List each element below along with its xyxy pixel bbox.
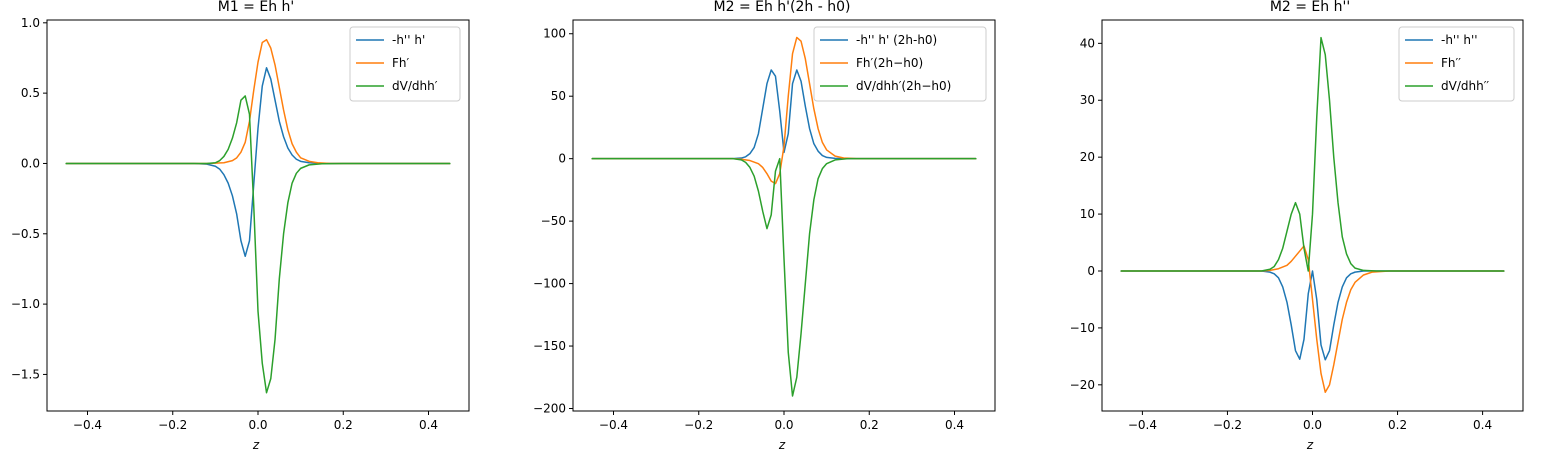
y-tick-label: −10	[1070, 321, 1095, 335]
chart-panel-m2-hpp: M2 = Eh h'' −0.4 −0.2 0.0 0.2 0.4 −20 −10 0 10 20…	[1070, 0, 1524, 450]
series-line-0	[591, 69, 977, 160]
series-line-1	[65, 38, 451, 165]
x-tick-label: −0.2	[684, 418, 713, 432]
y-tick-label: 30	[1080, 93, 1095, 107]
x-tick-label: −0.4	[599, 418, 628, 432]
series-line-0	[1120, 270, 1505, 361]
legend-label: Fh′(2h−h0)	[856, 56, 923, 70]
y-tick-label: 10	[1080, 207, 1095, 221]
legend-label: dV/dhh′(2h−h0)	[856, 79, 951, 93]
y-tick-label: −1.5	[11, 367, 40, 381]
legend-label: -h'' h'	[392, 33, 425, 47]
y-tick-label: 1.0	[21, 16, 40, 30]
series-line-2	[65, 95, 451, 394]
plot-area: −0.4 −0.2 0.0 0.2 0.4 −20 −10 0 10 20 30 40 -h'' h''…	[1070, 19, 1524, 432]
y-tick-label: −50	[541, 214, 566, 228]
x-tick-label: 0.2	[334, 418, 353, 432]
y-tick-label: −1.0	[11, 297, 40, 311]
x-axis-label: z	[252, 438, 260, 450]
x-axis-label: z	[1306, 438, 1314, 450]
legend-box	[349, 26, 461, 102]
x-tick-label: −0.4	[73, 418, 102, 432]
x-tick-label: 0.2	[860, 418, 879, 432]
x-tick-label: 0.0	[248, 418, 267, 432]
chart-title: M1 = Eh h'	[218, 0, 295, 15]
x-tick-label: −0.2	[158, 418, 187, 432]
x-tick-label: 0.0	[1303, 418, 1322, 432]
plot-area: −0.4 −0.2 0.0 0.2 0.4 −1.5 −1.0 −0.5 0.0 0.5 1.0 -h…	[11, 16, 470, 432]
legend-label: dV/dhh′	[392, 79, 438, 93]
x-tick-label: 0.4	[419, 418, 438, 432]
y-tick-label: 0	[558, 152, 566, 166]
y-tick-label: −0.5	[11, 227, 40, 241]
legend: -h'' h'' Fh′′ dV/dhh′′	[1398, 26, 1515, 102]
chart-panel-m1: M1 = Eh h' −0.4 −0.2 0.0 0.2 0.4 −1.5 −1.0 −0.5…	[11, 0, 470, 450]
y-tick-label: −20	[1070, 378, 1095, 392]
y-tick-label: 20	[1080, 150, 1095, 164]
y-tick-label: −200	[533, 402, 566, 416]
y-tick-label: 100	[543, 27, 566, 41]
plot-area: −0.4 −0.2 0.0 0.2 0.4 −200 −150 −100 −50 0 50 100 -h…	[533, 19, 996, 432]
y-tick-label: −150	[533, 339, 566, 353]
x-tick-label: 0.0	[774, 418, 793, 432]
series-line-1	[591, 36, 977, 185]
chart-panel-m2-h0: M2 = Eh h'(2h - h0) −0.4 −0.2 0.0 0.2 0.4 −20…	[533, 0, 996, 450]
legend-label: Fh′′	[1441, 56, 1461, 70]
y-tick-label: 0.5	[21, 86, 40, 100]
x-axis-label: z	[778, 438, 786, 450]
series-line-2	[1120, 36, 1505, 272]
x-tick-label: 0.2	[1388, 418, 1407, 432]
y-tick-label: 40	[1080, 36, 1095, 50]
legend: -h'' h' (2h-h0) Fh′(2h−h0) dV/dhh′(2h−h0)	[813, 26, 987, 102]
series-line-2	[591, 157, 977, 397]
chart-title: M2 = Eh h'(2h - h0)	[714, 0, 851, 15]
legend-label: Fh′	[392, 56, 410, 70]
y-tick-label: 0.0	[21, 156, 40, 170]
legend-box	[813, 26, 987, 102]
chart-title: M2 = Eh h''	[1270, 0, 1350, 15]
x-tick-label: 0.4	[945, 418, 964, 432]
series-line-0	[65, 67, 451, 258]
y-tick-label: 50	[551, 89, 566, 103]
legend: -h'' h' Fh′ dV/dhh′	[349, 26, 461, 102]
series-line-1	[1120, 245, 1505, 393]
x-tick-label: −0.4	[1128, 418, 1157, 432]
y-tick-label: 0	[1087, 264, 1095, 278]
y-tick-label: −100	[533, 277, 566, 291]
legend-label: -h'' h' (2h-h0)	[856, 33, 937, 47]
x-tick-label: 0.4	[1473, 418, 1492, 432]
legend-box	[1398, 26, 1515, 102]
x-tick-label: −0.2	[1213, 418, 1242, 432]
legend-label: dV/dhh′′	[1441, 79, 1489, 93]
legend-label: -h'' h''	[1441, 33, 1478, 47]
